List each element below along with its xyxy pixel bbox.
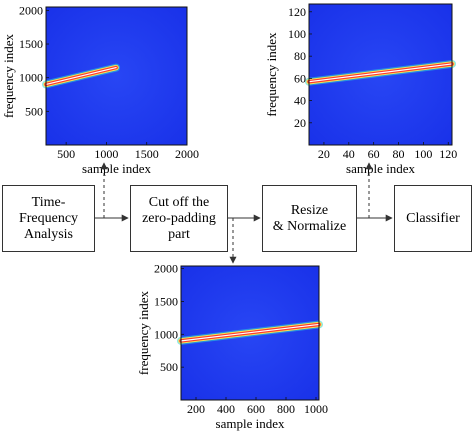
y-tick-label: 100 (288, 27, 306, 41)
box-label-line: zero-padding (142, 210, 216, 226)
chirp-line (180, 323, 320, 342)
box-label-line: Time- (31, 194, 66, 210)
classifier-box: Classifier (394, 185, 472, 252)
y-tick-label: 500 (25, 104, 43, 118)
y-tick-label: 1000 (19, 71, 43, 85)
x-tick-label: 2000 (175, 147, 199, 161)
y-tick-label: 40 (294, 94, 306, 108)
x-tick-label: 80 (393, 147, 405, 161)
y-tick-label: 2000 (154, 262, 178, 276)
x-tick-label: 1000 (304, 402, 328, 416)
plot-frame (45, 6, 188, 146)
y-tick-label: 80 (294, 49, 306, 63)
y-tick-label: 60 (294, 71, 306, 85)
x-tick-label: 20 (318, 147, 330, 161)
box-label-line: Resize (290, 202, 329, 218)
spectrogram-plot-2: 20 40 60 80 100 120 20 40 60 80 100 120 sample index… (264, 3, 457, 176)
box-label-line: & Normalize (272, 218, 347, 234)
x-tick-label: 1000 (94, 147, 118, 161)
y-axis-label: frequency index (136, 290, 151, 375)
x-tick-label: 60 (368, 147, 380, 161)
box-label-line: Analysis (24, 226, 73, 242)
cut-off-zero-padding-box: Cut off the zero-padding part (130, 185, 228, 252)
x-axis-label: sample index (346, 161, 415, 176)
x-tick-label: 500 (57, 147, 75, 161)
spectrogram-plot-3: 200 400 600 800 1000 500 1000 1500 2000 sample in… (136, 262, 328, 431)
plot-frame (308, 3, 453, 146)
x-tick-label: 200 (187, 402, 205, 416)
y-tick-label: 2000 (19, 3, 43, 17)
y-axis-label: frequency index (1, 33, 16, 118)
y-tick-label: 1000 (154, 327, 178, 341)
box-label-line: Frequency (18, 210, 79, 226)
chirp-line (45, 66, 117, 86)
x-axis-label: sample index (82, 161, 151, 176)
x-tick-label: 1500 (135, 147, 159, 161)
y-tick-label: 20 (294, 116, 306, 130)
plot-frame (180, 265, 320, 401)
spectrogram-plot-1: 500 1000 1500 2000 500 1000 1500 2000 sample ind… (1, 3, 199, 176)
x-tick-label: 100 (414, 147, 432, 161)
x-axis-label: sample index (216, 416, 285, 431)
y-axis-label: frequency index (264, 32, 279, 117)
y-tick-label: 1500 (19, 37, 43, 51)
box-label-line: part (168, 226, 190, 242)
box-label-line: Classifier (406, 210, 460, 226)
x-tick-label: 800 (277, 402, 295, 416)
y-tick-label: 120 (288, 5, 306, 19)
x-tick-label: 400 (217, 402, 235, 416)
y-tick-label: 500 (160, 360, 178, 374)
box-label-line: Cut off the (148, 194, 210, 210)
x-tick-label: 120 (439, 147, 457, 161)
time-frequency-analysis-box: Time- Frequency Analysis (2, 185, 95, 252)
resize-normalize-box: Resize & Normalize (262, 185, 357, 252)
x-tick-label: 40 (343, 147, 355, 161)
y-tick-label: 1500 (154, 294, 178, 308)
chirp-line (308, 63, 453, 83)
x-tick-label: 600 (247, 402, 265, 416)
